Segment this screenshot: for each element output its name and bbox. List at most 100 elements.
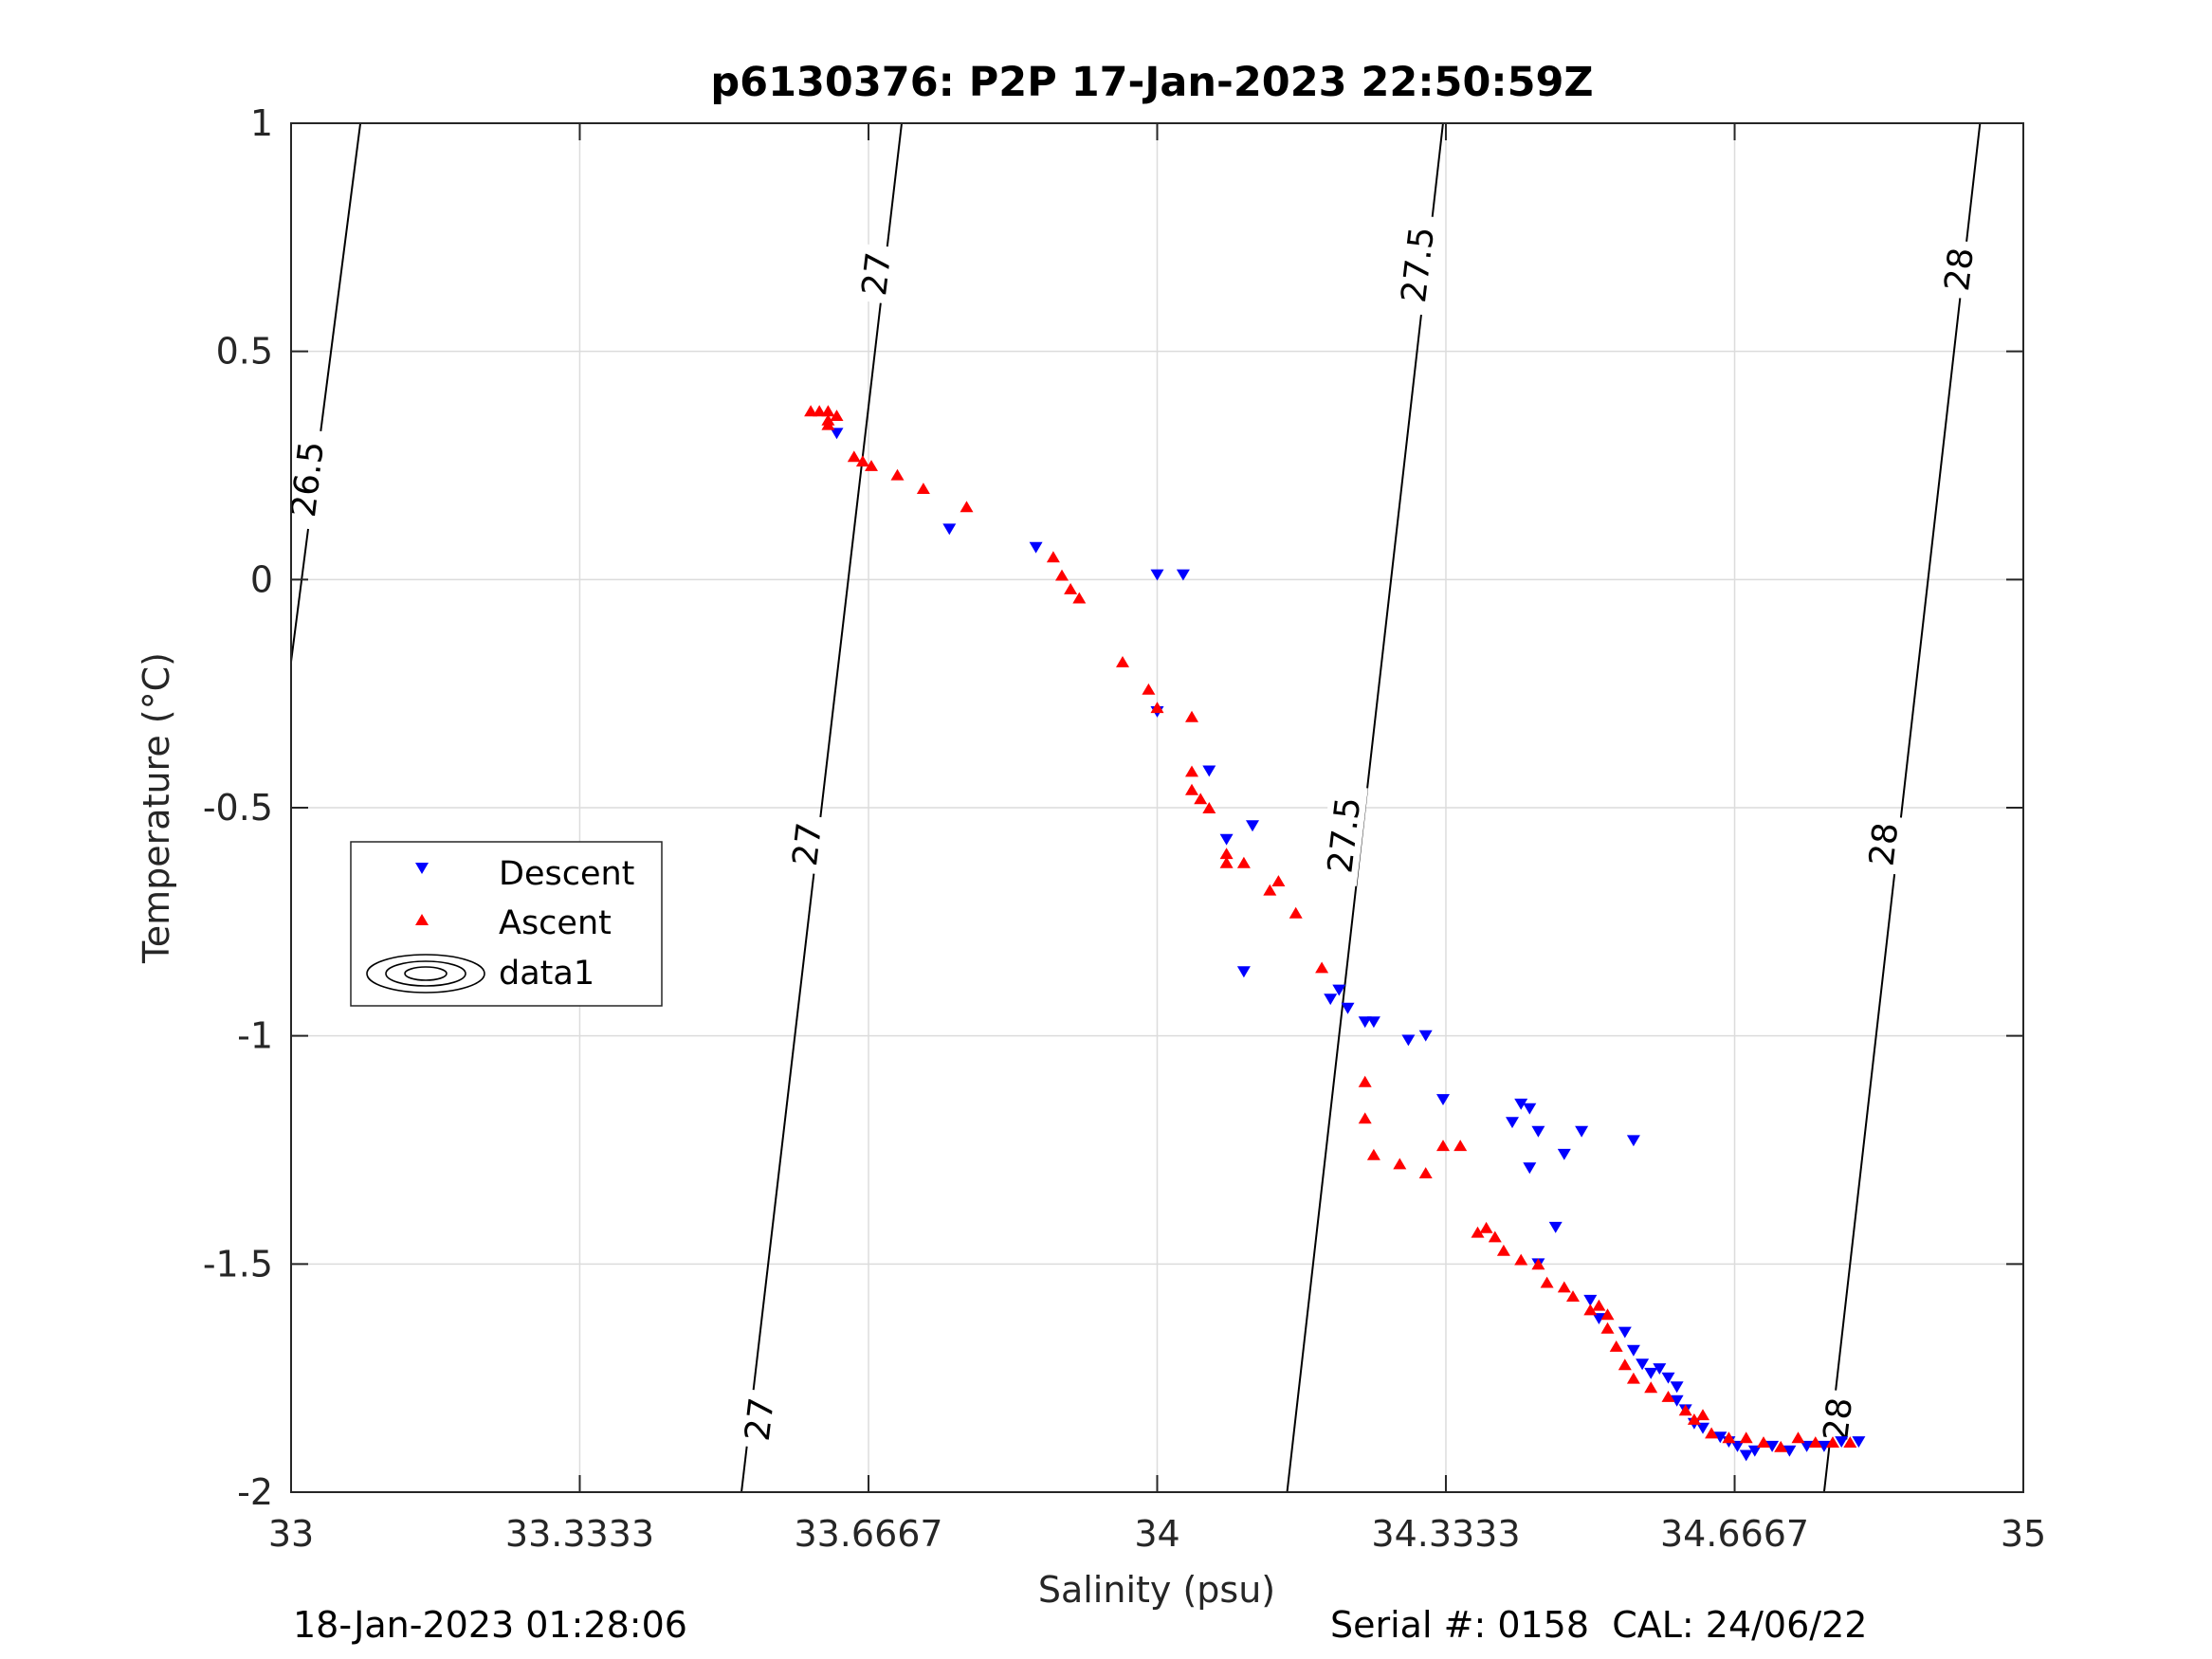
ascent-point <box>821 418 835 430</box>
descent-point <box>942 523 957 536</box>
contour-line-27 <box>740 123 904 1492</box>
legend-entry-descent: Descent <box>415 855 634 893</box>
ascent-point <box>1514 1253 1528 1266</box>
contour-label: 27.5 <box>1318 783 1368 886</box>
descent-point <box>1765 1440 1780 1452</box>
legend-descent-label: Descent <box>499 855 634 893</box>
descent-point <box>1557 1148 1571 1160</box>
ascent-point <box>1116 656 1129 667</box>
contour-label-text: 26.5 <box>284 439 332 519</box>
grid-lines <box>291 123 2023 1492</box>
descent-point <box>1626 1344 1640 1357</box>
contour-label-bg <box>1392 213 1442 317</box>
descent-point <box>1202 765 1216 777</box>
descent-point <box>1548 1221 1563 1233</box>
ascent-point <box>916 483 930 494</box>
y-tick-label: 0 <box>250 558 273 600</box>
ascent-point <box>1418 1167 1433 1178</box>
contour-label: 27.5 <box>1392 213 1442 317</box>
ascent-point <box>1055 569 1069 581</box>
ascent-point <box>1808 1436 1822 1448</box>
ascent-point <box>1366 1148 1380 1160</box>
contour-label: 27 <box>736 1388 782 1450</box>
descent-point <box>830 428 844 440</box>
contour-label-text: 27 <box>786 821 830 868</box>
x-tick-label: 33.6667 <box>794 1513 942 1555</box>
legend-entry-data1: data1 <box>366 954 594 994</box>
ascent-point <box>1453 1139 1468 1152</box>
ascent-point <box>1236 856 1251 868</box>
legend-box <box>350 841 663 1007</box>
y-tick-label: -1 <box>237 1015 273 1057</box>
y-tick-label: 1 <box>250 102 273 144</box>
contour-label: 28 <box>1815 1388 1860 1450</box>
ascent-point <box>1540 1276 1554 1288</box>
ascent-point <box>1678 1404 1692 1416</box>
contour-label-text: 28 <box>1817 1395 1860 1443</box>
descent-point <box>1506 1117 1519 1129</box>
footer-serial-cal: Serial #: 0158 CAL: 24/06/22 <box>1330 1604 1868 1646</box>
ascent-point <box>1289 906 1303 919</box>
x-tick-label: 33 <box>268 1513 314 1555</box>
ascent-point <box>1315 961 1329 974</box>
ascent-point <box>1618 1358 1632 1371</box>
ascent-point <box>813 405 827 417</box>
descent-point <box>1644 1367 1658 1379</box>
descent-point <box>1029 541 1043 554</box>
contour-label-bg <box>1815 1388 1859 1450</box>
contour-label-text: 27.5 <box>1395 225 1442 304</box>
ascent-point <box>1479 1221 1493 1233</box>
ascent-point <box>1696 1409 1709 1421</box>
descent-point <box>1341 1002 1355 1014</box>
legend-contour-icon <box>366 954 485 994</box>
ascent-point <box>1271 875 1286 886</box>
descent-point <box>1653 1363 1667 1375</box>
ascent-point <box>855 455 869 467</box>
contour-label: 28 <box>1860 813 1907 875</box>
ascent-point <box>1064 583 1078 594</box>
contour-label-text: 28 <box>1862 821 1906 868</box>
ascent-point <box>1826 1436 1839 1448</box>
legend-descent-marker <box>415 863 429 874</box>
ascent-point <box>1566 1290 1580 1302</box>
ascent-point <box>1626 1372 1640 1384</box>
ascent-point <box>1471 1226 1485 1238</box>
ascent-point <box>865 460 878 471</box>
contour-label-bg <box>853 243 898 304</box>
ascent-point <box>830 410 844 421</box>
ascent-point <box>1774 1440 1788 1452</box>
ascent-point <box>1705 1427 1719 1439</box>
descent-point <box>1366 1016 1380 1029</box>
ascent-point <box>847 450 861 463</box>
descent-point <box>1531 1125 1545 1138</box>
contour-label-bg <box>1318 783 1368 886</box>
contour-label: 26.5 <box>282 428 332 531</box>
ascent-point <box>1072 592 1087 604</box>
y-axis-label: Temperature (°C) <box>136 652 177 964</box>
ascent-point <box>1791 1431 1805 1444</box>
ascent-point <box>1358 1075 1372 1087</box>
x-axis-label: Salinity (psu) <box>1038 1569 1275 1611</box>
ascent-point <box>1600 1322 1615 1334</box>
descent-point <box>1730 1440 1745 1452</box>
descent-point <box>1618 1326 1632 1339</box>
ascent-point <box>1557 1281 1571 1293</box>
ascent-point <box>1496 1244 1510 1256</box>
y-tick-label: -0.5 <box>203 787 273 829</box>
descent-point <box>1436 1094 1450 1105</box>
descent-point <box>1150 569 1164 581</box>
ascent-point <box>804 405 818 417</box>
descent-point <box>1661 1372 1675 1384</box>
ascent-point <box>1600 1308 1615 1321</box>
ascent-point <box>1609 1340 1623 1352</box>
y-tick-label: -2 <box>237 1471 273 1513</box>
ascent-point <box>1185 783 1198 795</box>
y-tick-label: 0.5 <box>216 331 273 373</box>
ascent-point <box>1488 1231 1502 1243</box>
density-contour-labels: 26.5 27 27 27 27.5 27.5 28 28 28 <box>282 213 1982 1450</box>
ascent-point <box>1644 1381 1658 1394</box>
descent-point <box>1592 1313 1606 1324</box>
x-tick-label: 34.3333 <box>1371 1513 1520 1555</box>
descent-series <box>830 428 1866 1462</box>
